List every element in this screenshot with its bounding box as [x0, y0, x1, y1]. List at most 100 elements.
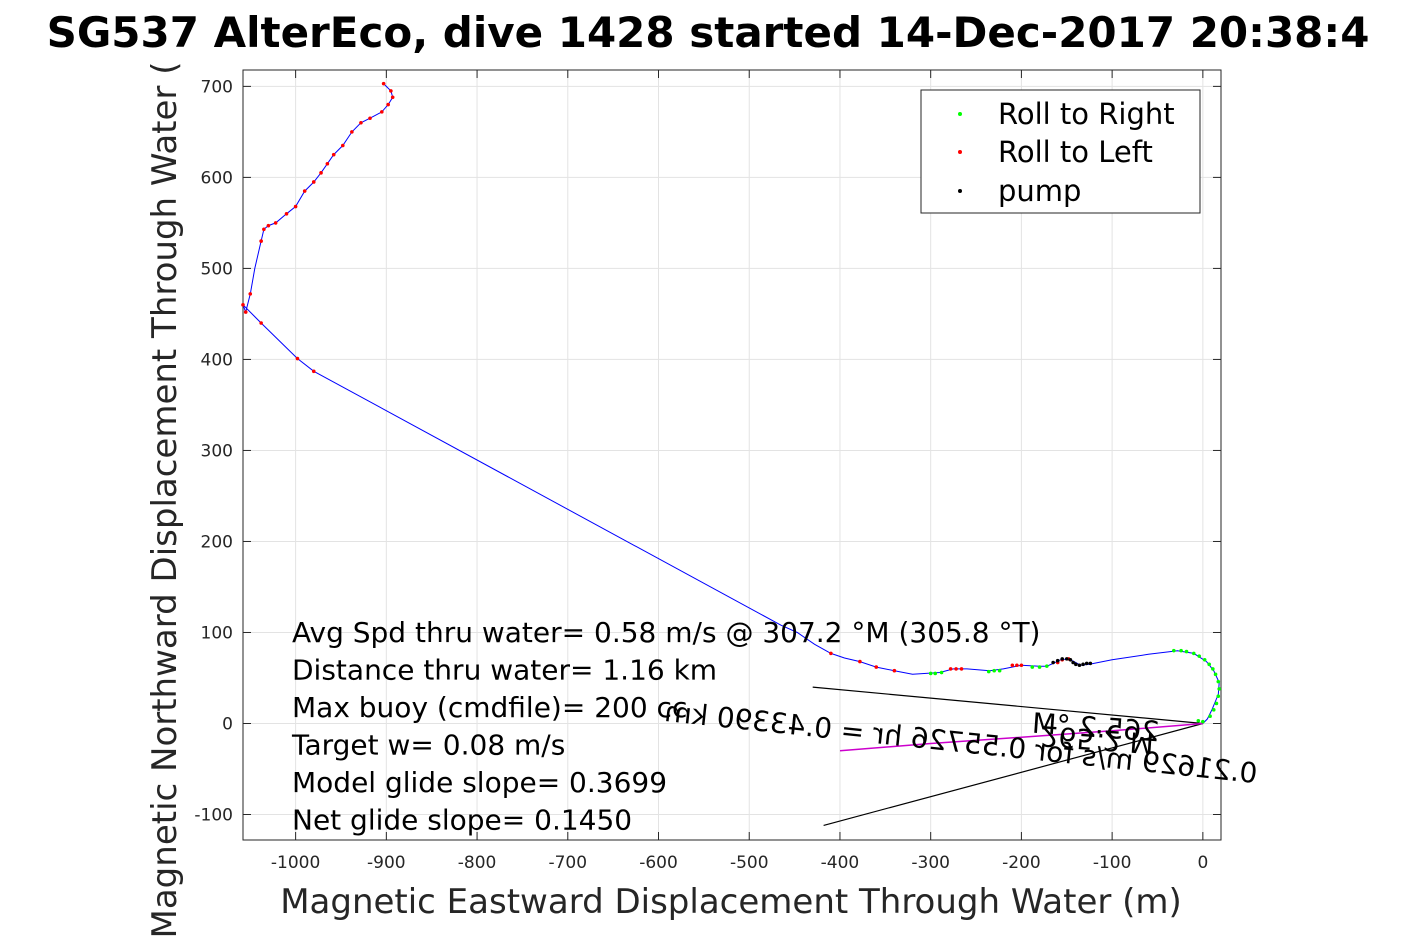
x-tick-label: -400	[821, 853, 860, 873]
x-tick-label: -100	[1093, 853, 1132, 873]
roll-left-point	[325, 161, 330, 166]
roll-right-point	[1211, 667, 1215, 671]
roll-left-point	[1010, 663, 1015, 668]
annotations: Avg Spd thru water= 0.58 m/s @ 307.2 °M …	[291, 616, 1040, 837]
roll-right-point	[992, 668, 996, 673]
roll-left-point	[259, 321, 263, 325]
roll-right-point	[1213, 672, 1218, 677]
roll-left-point	[858, 659, 862, 664]
y-tick-label: 500	[201, 259, 233, 279]
roll-left-point	[311, 180, 316, 184]
roll-left-point	[241, 303, 245, 307]
roll-right-point	[1191, 651, 1196, 656]
roll-left-point	[948, 667, 953, 671]
annotation-line: Avg Spd thru water= 0.58 m/s @ 307.2 °M …	[292, 616, 1040, 649]
wedge-line	[812, 686, 1203, 725]
roll-left-point	[319, 171, 323, 175]
roll-left-point	[1019, 663, 1024, 668]
roll-left-point	[1015, 663, 1019, 668]
legend-marker-pump	[958, 189, 962, 193]
y-tick-label: 100	[201, 623, 233, 643]
roll-left-point	[359, 120, 363, 125]
roll-left-point	[829, 651, 833, 656]
series	[241, 81, 1221, 826]
roll-right-point	[1216, 679, 1221, 684]
roll-right-point	[1214, 701, 1219, 706]
wedge-line	[823, 722, 1204, 826]
x-tick-label: -900	[367, 853, 406, 873]
chart-title: SG537 AlterEco, dive 1428 started 14-Dec…	[47, 8, 1370, 57]
roll-right-point	[1179, 648, 1183, 653]
annotation-line: Net glide slope= 0.1450	[292, 804, 632, 837]
y-axis-label: Magnetic Northward Displacement Through …	[145, 62, 185, 939]
roll-right-point	[1201, 719, 1205, 724]
roll-left-point	[892, 668, 897, 673]
pump-point	[1077, 663, 1082, 668]
annotation-line: Target w= 0.08 m/s	[291, 729, 565, 762]
x-axis-label: Magnetic Eastward Displacement Through W…	[280, 882, 1182, 922]
annotation-line: Distance thru water= 1.16 km	[292, 654, 717, 687]
grid	[243, 70, 1221, 840]
roll-left-point	[389, 89, 393, 93]
legend-box	[920, 89, 1201, 214]
y-tick-label: 0	[222, 714, 233, 734]
y-tick-label: 200	[201, 532, 233, 552]
plot-frame	[242, 69, 1222, 841]
pump-point	[1071, 660, 1075, 665]
y-tick-label: 300	[201, 441, 233, 461]
legend: Roll to Right Roll to Left pump	[920, 89, 1201, 214]
roll-left-point	[331, 152, 336, 157]
roll-left-point	[266, 223, 271, 228]
roll-right-point	[1197, 654, 1202, 658]
y-tick-label: -100	[194, 806, 233, 826]
roll-left-point	[380, 110, 384, 114]
pump-point	[1055, 658, 1060, 663]
roll-left-point	[284, 212, 289, 216]
x-tick-label: -1000	[271, 853, 320, 873]
legend-label-roll-right: Roll to Right	[998, 97, 1175, 131]
x-tick-label: -800	[458, 853, 497, 873]
roll-left-point	[874, 665, 879, 669]
roll-left-point	[311, 369, 316, 374]
roll-right-point	[986, 669, 991, 674]
roll-left-point	[243, 310, 248, 314]
roll-left-point	[295, 356, 300, 361]
x-tick-label: 0	[1197, 853, 1208, 873]
roll-left-point	[390, 95, 395, 100]
roll-left-point	[381, 81, 386, 86]
roll-right-point	[1208, 714, 1212, 719]
roll-left-point	[259, 239, 263, 243]
roll-left-point	[954, 667, 958, 671]
roll-right-point	[1216, 694, 1221, 698]
roll-left-point	[386, 102, 390, 107]
pump-point	[1060, 657, 1065, 661]
pump-point	[1084, 661, 1089, 666]
roll-right-point	[1207, 662, 1212, 667]
legend-marker-roll-right	[958, 112, 962, 116]
roll-left-point	[350, 130, 354, 134]
roll-right-point	[1045, 664, 1049, 668]
annotation-line: Model glide slope= 0.3699	[292, 766, 667, 799]
pump-point	[1088, 661, 1093, 666]
roll-right-point	[1196, 718, 1201, 723]
pump-point	[1081, 662, 1085, 667]
roll-right-point	[933, 671, 938, 676]
legend-marker-roll-left	[958, 150, 962, 154]
roll-right-point	[928, 671, 933, 676]
roll-right-point	[1211, 708, 1216, 712]
x-tick-label: -300	[911, 853, 950, 873]
x-tick-label: -200	[1002, 853, 1041, 873]
drift-line	[839, 722, 1203, 752]
roll-right-point	[1172, 648, 1176, 653]
pump-point	[1068, 657, 1073, 662]
roll-left-point	[262, 227, 266, 232]
roll-left-point	[302, 189, 307, 193]
roll-right-point	[1184, 649, 1189, 654]
roll-left-point	[293, 204, 298, 209]
roll-right-point	[1217, 687, 1221, 691]
pump-point	[1064, 657, 1069, 661]
x-tick-label: -600	[639, 853, 678, 873]
roll-right-point	[997, 668, 1002, 673]
